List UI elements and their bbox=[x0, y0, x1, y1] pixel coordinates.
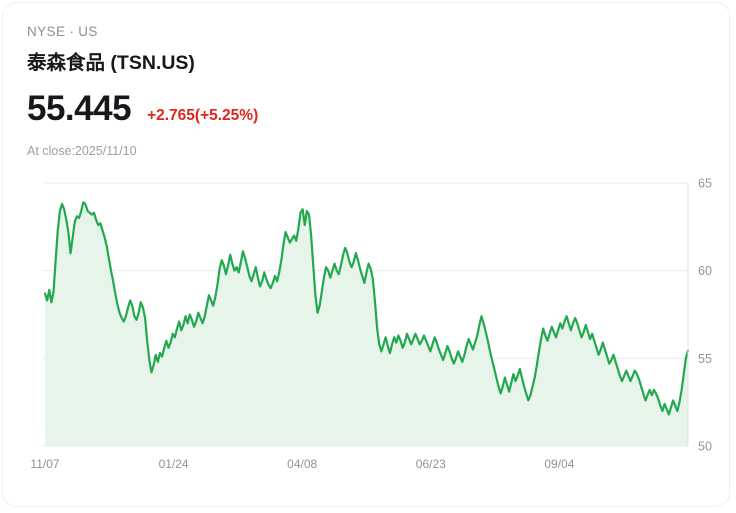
price-change-badge: +2.765(+5.25%) bbox=[147, 107, 259, 124]
price-row: 55.445 +2.765(+5.25%) bbox=[27, 89, 667, 129]
price-line bbox=[43, 201, 690, 416]
price-chart[interactable]: 65 60 55 50 11/07 01/24 04/08 06/23 09/04 bbox=[3, 163, 736, 483]
close-timestamp: At close:2025/11/10 bbox=[27, 144, 137, 158]
exchange-name: NYSE bbox=[27, 24, 66, 39]
x-axis-tick-label: 04/08 bbox=[287, 457, 317, 471]
y-axis-tick-label: 60 bbox=[698, 264, 712, 278]
x-axis-tick-label: 09/04 bbox=[544, 457, 574, 471]
y-axis-labels: 65 60 55 50 bbox=[698, 177, 712, 454]
region-label: US bbox=[78, 24, 98, 39]
x-axis-labels: 11/07 01/24 04/08 06/23 09/04 bbox=[30, 457, 574, 471]
x-axis-tick-label: 01/24 bbox=[159, 457, 189, 471]
page-title: 泰森食品 (TSN.US) bbox=[27, 52, 195, 74]
y-axis-tick-label: 55 bbox=[698, 352, 712, 366]
exchange-line: NYSE · US bbox=[27, 23, 667, 41]
exchange-separator: · bbox=[69, 24, 75, 39]
price-area-fill bbox=[45, 202, 688, 446]
quote-card: NYSE · US 泰森食品 (TSN.US) 55.445 +2.765(+5.2… bbox=[2, 2, 730, 507]
y-axis-tick-label: 65 bbox=[698, 177, 712, 191]
current-price: 55.445 bbox=[27, 89, 132, 128]
x-axis-tick-label: 06/23 bbox=[416, 457, 446, 471]
y-axis-tick-label: 50 bbox=[698, 440, 712, 454]
x-axis-tick-label: 11/07 bbox=[30, 457, 59, 471]
quote-header: NYSE · US 泰森食品 (TSN.US) 55.445 +2.765(+5.2… bbox=[27, 23, 667, 159]
price-chart-svg[interactable]: 65 60 55 50 11/07 01/24 04/08 06/23 09/04 bbox=[3, 163, 736, 483]
